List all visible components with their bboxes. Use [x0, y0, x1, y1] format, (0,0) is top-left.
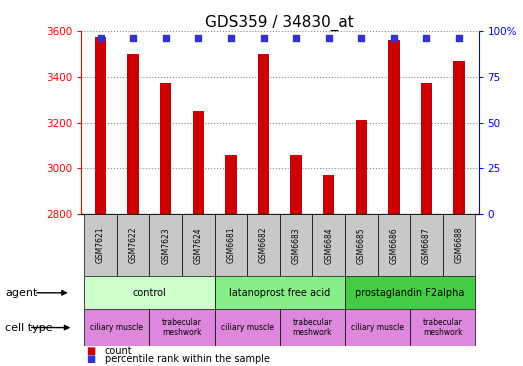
Bar [345, 309, 410, 346]
Text: GSM6687: GSM6687 [422, 227, 431, 264]
Point [455, 36, 463, 41]
Point [162, 34, 170, 40]
Point [422, 36, 430, 41]
Bar [84, 214, 117, 276]
Text: count: count [105, 346, 132, 356]
Bar [160, 83, 172, 214]
Bar [95, 37, 106, 214]
Bar [214, 309, 280, 346]
Text: GSM6688: GSM6688 [454, 227, 463, 264]
Bar [420, 83, 432, 214]
Point [96, 34, 105, 40]
Text: trabecular
meshwork: trabecular meshwork [162, 318, 202, 337]
Bar [410, 214, 442, 276]
Bar [388, 40, 400, 214]
Text: GSM6681: GSM6681 [226, 227, 235, 264]
Bar [280, 309, 345, 346]
Bar [453, 61, 465, 214]
Text: GSM6685: GSM6685 [357, 227, 366, 264]
Bar [192, 111, 204, 214]
Text: ciliary muscle: ciliary muscle [90, 323, 143, 332]
Point [292, 36, 300, 41]
Bar [378, 214, 410, 276]
Bar [280, 214, 312, 276]
Bar [117, 214, 150, 276]
Text: control: control [133, 288, 166, 298]
Text: agent: agent [5, 288, 38, 298]
Bar [84, 309, 150, 346]
Text: GSM6683: GSM6683 [292, 227, 301, 264]
Bar [247, 214, 280, 276]
Text: ■: ■ [86, 354, 96, 364]
Text: GSM7622: GSM7622 [129, 227, 138, 264]
Bar [345, 214, 378, 276]
Bar [258, 54, 269, 214]
Bar [345, 276, 475, 309]
Text: percentile rank within the sample: percentile rank within the sample [105, 354, 269, 364]
Text: latanoprost free acid: latanoprost free acid [229, 288, 331, 298]
Point [129, 34, 138, 40]
Bar [312, 214, 345, 276]
Point [357, 36, 366, 41]
Bar [84, 276, 214, 309]
Text: trabecular
meshwork: trabecular meshwork [423, 318, 463, 337]
Text: ■: ■ [86, 346, 96, 356]
Bar [442, 214, 475, 276]
Bar [410, 309, 475, 346]
Text: cell type: cell type [5, 322, 53, 333]
Point [324, 36, 333, 41]
Bar [323, 175, 334, 214]
Bar [150, 214, 182, 276]
Bar [182, 214, 214, 276]
Text: ciliary muscle: ciliary muscle [221, 323, 274, 332]
Point [227, 36, 235, 41]
Text: prostaglandin F2alpha: prostaglandin F2alpha [356, 288, 465, 298]
Text: GSM7621: GSM7621 [96, 227, 105, 264]
Text: GSM6686: GSM6686 [389, 227, 399, 264]
Text: GSM7624: GSM7624 [194, 227, 203, 264]
Bar [150, 309, 214, 346]
Text: GSM6682: GSM6682 [259, 227, 268, 264]
Bar [290, 155, 302, 214]
Bar [214, 276, 345, 309]
Point [259, 36, 268, 41]
Bar [356, 120, 367, 214]
Point [390, 34, 398, 40]
Text: ciliary muscle: ciliary muscle [351, 323, 404, 332]
Bar [225, 155, 236, 214]
Title: GDS359 / 34830_at: GDS359 / 34830_at [206, 15, 354, 31]
Bar [128, 54, 139, 214]
Text: GSM6684: GSM6684 [324, 227, 333, 264]
Bar [214, 214, 247, 276]
Text: GSM7623: GSM7623 [161, 227, 170, 264]
Text: trabecular
meshwork: trabecular meshwork [292, 318, 332, 337]
Point [194, 36, 202, 41]
